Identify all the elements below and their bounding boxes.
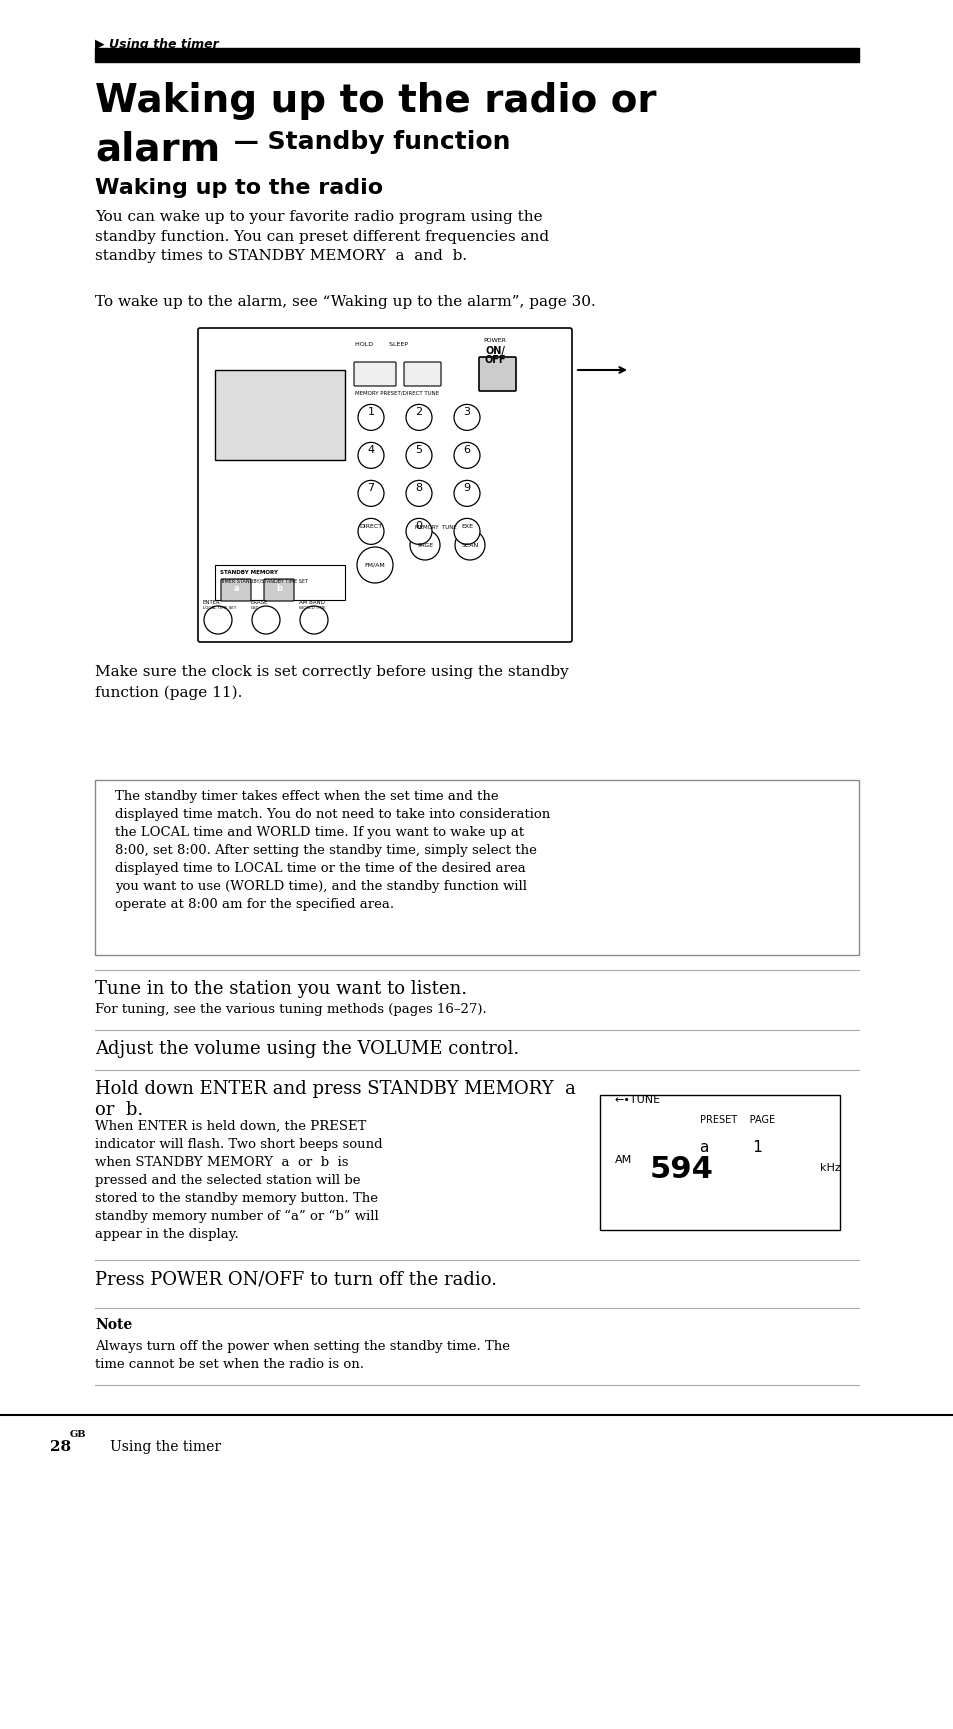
- Text: MEMORY  TUNE: MEMORY TUNE: [415, 526, 456, 531]
- Text: SCAN: SCAN: [461, 543, 478, 548]
- Text: Using the timer: Using the timer: [110, 1440, 221, 1454]
- Text: — Standby function: — Standby function: [225, 130, 510, 154]
- Text: MEMORY PRESET/DIRECT TUNE: MEMORY PRESET/DIRECT TUNE: [355, 391, 438, 394]
- Circle shape: [406, 481, 432, 507]
- Text: Adjust the volume using the VOLUME control.: Adjust the volume using the VOLUME contr…: [95, 1041, 518, 1058]
- Bar: [599, 1094, 840, 1229]
- Circle shape: [406, 443, 432, 469]
- Circle shape: [454, 481, 479, 507]
- Text: WORLD TIME: WORLD TIME: [298, 605, 325, 610]
- Text: OFF: OFF: [484, 354, 505, 365]
- Text: For tuning, see the various tuning methods (pages 16–27).: For tuning, see the various tuning metho…: [95, 1003, 486, 1017]
- Text: 8: 8: [415, 484, 422, 493]
- Text: ←•TUNE: ←•TUNE: [615, 1094, 660, 1105]
- Text: alarm: alarm: [95, 130, 220, 168]
- Text: ON/: ON/: [484, 346, 504, 356]
- Text: ▶ Using the timer: ▶ Using the timer: [95, 38, 218, 50]
- Circle shape: [357, 481, 384, 507]
- Text: EXE: EXE: [460, 524, 473, 529]
- Circle shape: [406, 519, 432, 545]
- Circle shape: [299, 605, 328, 635]
- Text: TIMER STANDBY/STANDBY TIME SET: TIMER STANDBY/STANDBY TIME SET: [220, 577, 308, 583]
- Text: Waking up to the radio: Waking up to the radio: [95, 178, 383, 199]
- FancyBboxPatch shape: [264, 579, 294, 602]
- Text: STANDBY MEMORY: STANDBY MEMORY: [220, 571, 277, 576]
- Bar: [95, 48, 858, 62]
- Text: 6: 6: [463, 446, 470, 455]
- Circle shape: [252, 605, 280, 635]
- Circle shape: [357, 519, 384, 545]
- Text: ENTER: ENTER: [203, 600, 221, 605]
- Text: Always turn off the power when setting the standby time. The
time cannot be set : Always turn off the power when setting t…: [95, 1340, 510, 1371]
- Text: AM: AM: [615, 1155, 632, 1165]
- Text: POWER: POWER: [483, 337, 506, 342]
- Bar: [214, 370, 345, 460]
- Text: 7: 7: [367, 484, 375, 493]
- Text: HOLD        SLEEP: HOLD SLEEP: [355, 342, 408, 348]
- Text: Tune in to the station you want to listen.: Tune in to the station you want to liste…: [95, 980, 467, 998]
- Text: FM/AM: FM/AM: [364, 562, 385, 567]
- Text: PAGE: PAGE: [416, 543, 433, 548]
- Circle shape: [455, 531, 484, 560]
- Circle shape: [357, 405, 384, 431]
- Text: DIRECT: DIRECT: [359, 524, 382, 529]
- Text: 3: 3: [463, 408, 470, 417]
- Text: 0: 0: [416, 522, 422, 531]
- Circle shape: [204, 605, 232, 635]
- Circle shape: [357, 443, 384, 469]
- Text: b: b: [275, 583, 282, 593]
- Circle shape: [356, 546, 393, 583]
- Text: LOCAL TIME SET: LOCAL TIME SET: [203, 605, 236, 610]
- Text: DST: DST: [251, 605, 259, 610]
- Circle shape: [410, 531, 439, 560]
- Text: 4: 4: [367, 446, 375, 455]
- Text: Waking up to the radio or: Waking up to the radio or: [95, 81, 656, 119]
- Text: a         1: a 1: [700, 1139, 762, 1155]
- Text: PRESET    PAGE: PRESET PAGE: [700, 1115, 774, 1126]
- FancyBboxPatch shape: [221, 579, 251, 602]
- FancyBboxPatch shape: [95, 780, 858, 954]
- Circle shape: [406, 405, 432, 431]
- Text: Note: Note: [95, 1317, 132, 1331]
- Text: The standby timer takes effect when the set time and the
displayed time match. Y: The standby timer takes effect when the …: [115, 790, 550, 911]
- FancyBboxPatch shape: [198, 329, 572, 641]
- Text: 5: 5: [416, 446, 422, 455]
- Text: When ENTER is held down, the PRESET
indicator will flash. Two short beeps sound
: When ENTER is held down, the PRESET indi…: [95, 1120, 382, 1241]
- FancyBboxPatch shape: [478, 356, 516, 391]
- Circle shape: [454, 405, 479, 431]
- Text: You can wake up to your favorite radio program using the
standby function. You c: You can wake up to your favorite radio p…: [95, 209, 549, 263]
- Text: Hold down ENTER and press STANDBY MEMORY  a
or  b.: Hold down ENTER and press STANDBY MEMORY…: [95, 1081, 576, 1119]
- Circle shape: [454, 519, 479, 545]
- Text: AM BAND: AM BAND: [298, 600, 325, 605]
- FancyBboxPatch shape: [403, 361, 440, 386]
- Text: Press POWER ON/OFF to turn off the radio.: Press POWER ON/OFF to turn off the radio…: [95, 1271, 497, 1288]
- Text: 2: 2: [415, 408, 422, 417]
- Text: kHz: kHz: [820, 1164, 840, 1172]
- Text: To wake up to the alarm, see “Waking up to the alarm”, page 30.: To wake up to the alarm, see “Waking up …: [95, 296, 595, 309]
- FancyBboxPatch shape: [354, 361, 395, 386]
- Text: 1: 1: [367, 408, 375, 417]
- Bar: [214, 565, 345, 600]
- Text: 594: 594: [649, 1155, 713, 1184]
- Text: GB: GB: [70, 1430, 87, 1439]
- Text: a: a: [233, 583, 238, 593]
- Text: Make sure the clock is set correctly before using the standby
function (page 11): Make sure the clock is set correctly bef…: [95, 666, 568, 700]
- Text: 28: 28: [50, 1440, 71, 1454]
- Text: 9: 9: [463, 484, 470, 493]
- Text: ERASE: ERASE: [251, 600, 268, 605]
- Circle shape: [454, 443, 479, 469]
